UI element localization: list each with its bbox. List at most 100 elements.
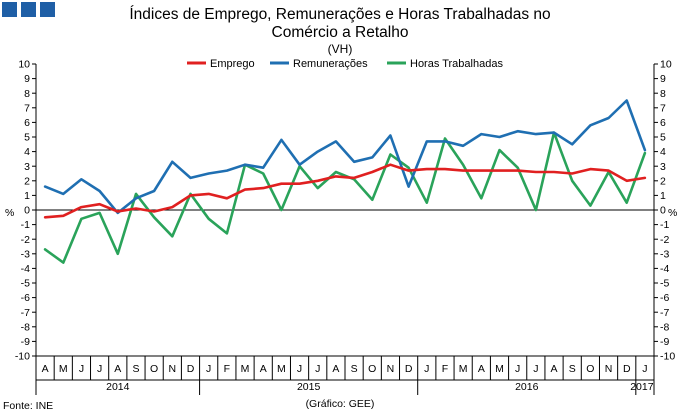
y-tick-label-left: -6 (21, 292, 30, 304)
y-tick-label-right: -9 (660, 336, 669, 348)
x-tick-label: N (387, 363, 395, 375)
x-tick-label: M (241, 363, 250, 375)
series-line-remunera-es (43, 99, 647, 215)
x-tick-label: J (424, 363, 429, 375)
y-tick-label-left: 0 (24, 205, 30, 217)
x-tick-label: S (569, 363, 576, 375)
y-tick-label-left: 1 (24, 190, 30, 202)
x-tick-label: J (533, 363, 538, 375)
y-tick-label-left: -3 (21, 248, 30, 260)
year-label: 2014 (106, 381, 130, 393)
y-tick-label-left: 3 (24, 161, 30, 173)
year-label: 2015 (297, 381, 321, 393)
y-tick-label-left: -8 (21, 321, 30, 333)
y-tick-label-right: 4 (660, 146, 666, 158)
x-tick-label: O (150, 363, 158, 375)
y-tick-label-right: -8 (660, 321, 669, 333)
x-tick-label: J (97, 363, 102, 375)
logo-square-2 (21, 2, 36, 17)
y-tick-label-right: 6 (660, 117, 666, 129)
y-tick-label-left: 9 (24, 73, 30, 85)
y-tick-label-left: -10 (15, 351, 30, 363)
y-tick-label-right: 2 (660, 175, 666, 187)
y-tick-label-right: -6 (660, 292, 669, 304)
x-tick-label: J (79, 363, 84, 375)
legend: Emprego Remunerações Horas Trabalhadas (187, 58, 503, 70)
x-tick-label: A (114, 363, 121, 375)
y-tick-label-right: -2 (660, 234, 669, 246)
x-tick-label: M (495, 363, 504, 375)
y-tick-label-left: 6 (24, 117, 30, 129)
x-tick-label: J (206, 363, 211, 375)
x-tick-label: A (42, 363, 49, 375)
legend-label-emprego: Emprego (210, 58, 255, 70)
x-tick-label: M (459, 363, 468, 375)
x-tick-label: N (605, 363, 613, 375)
chart-title-line-2: Comércio a Retalho (272, 24, 409, 41)
y-tick-label-right: 0 (660, 205, 666, 217)
y-tick-label-right: -3 (660, 248, 669, 260)
y-tick-label-right: 9 (660, 73, 666, 85)
x-tick-label: F (224, 363, 230, 375)
axes (35, 64, 655, 395)
x-tick-label: J (642, 363, 647, 375)
chart-title-line-1: Índices de Emprego, Remunerações e Horas… (129, 6, 550, 23)
x-tick-label: J (315, 363, 320, 375)
y-tick-label-right: -1 (660, 219, 669, 231)
x-tick-label: S (351, 363, 358, 375)
y-tick-label-left: 8 (24, 88, 30, 100)
y-tick-label-left: 4 (24, 146, 30, 158)
y-tick-label-left: 10 (18, 59, 30, 71)
y-tick-label-left: 5 (24, 132, 30, 144)
x-tick-label: F (442, 363, 448, 375)
x-tick-label: D (187, 363, 195, 375)
legend-label-horas: Horas Trabalhadas (410, 58, 503, 70)
source-label: Fonte: INE (3, 400, 53, 412)
x-tick-label: J (297, 363, 302, 375)
y-tick-label-right: -4 (660, 263, 669, 275)
x-tick-label: A (478, 363, 485, 375)
x-tick-label: A (332, 363, 339, 375)
logo-square-3 (40, 2, 55, 17)
x-tick-label: M (277, 363, 286, 375)
y-tick-label-left: -9 (21, 336, 30, 348)
x-tick-label: N (169, 363, 177, 375)
x-tick-label: A (551, 363, 558, 375)
y-tick-label-right: 1 (660, 190, 666, 202)
y-tick-label-left: -7 (21, 307, 30, 319)
x-tick-label: M (59, 363, 68, 375)
y-axis-label-right: % (668, 207, 677, 219)
x-tick-label: S (132, 363, 139, 375)
credit-label: (Gráfico: GEE) (306, 398, 375, 410)
y-tick-label-right: 7 (660, 102, 666, 114)
y-tick-label-right: -5 (660, 278, 669, 290)
chart-subtitle: (VH) (328, 42, 353, 56)
y-axis-label-left: % (5, 207, 14, 219)
x-tick-label: D (405, 363, 413, 375)
y-tick-label-left: -4 (21, 263, 30, 275)
x-tick-label: O (368, 363, 376, 375)
y-tick-label-left: 7 (24, 102, 30, 114)
y-tick-label-left: 2 (24, 175, 30, 187)
series-layer (43, 99, 647, 264)
y-tick-label-left: -5 (21, 278, 30, 290)
y-tick-label-right: 10 (660, 59, 672, 71)
logo (2, 2, 55, 17)
x-tick-label: O (586, 363, 594, 375)
y-tick-label-right: -7 (660, 307, 669, 319)
y-tick-label-left: -1 (21, 219, 30, 231)
year-label: 2016 (515, 381, 539, 393)
x-tick-label: J (515, 363, 520, 375)
y-tick-label-right: -10 (660, 351, 675, 363)
x-tick-label: A (260, 363, 267, 375)
legend-label-remuneracoes: Remunerações (293, 58, 368, 70)
logo-square-1 (2, 2, 17, 17)
series-line-emprego (43, 163, 647, 219)
y-tick-label-right: 5 (660, 132, 666, 144)
y-tick-label-right: 8 (660, 88, 666, 100)
y-tick-label-right: 3 (660, 161, 666, 173)
